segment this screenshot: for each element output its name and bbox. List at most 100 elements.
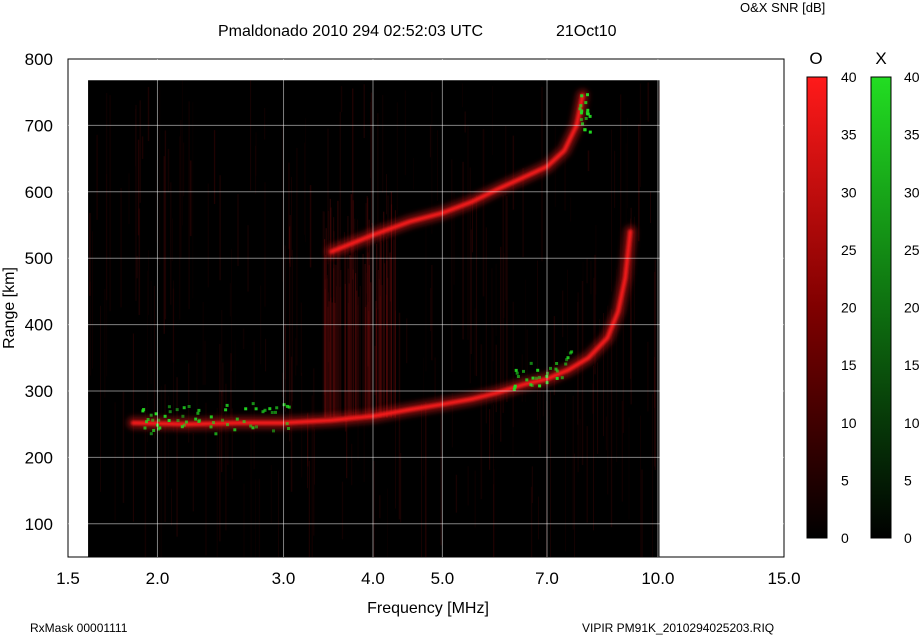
x-echo [555,362,559,365]
colorbar-tick-label: 10 [904,415,920,431]
spread-streak [389,252,391,418]
x-echo [579,111,583,115]
x-echo [549,366,552,370]
noise-streak [120,188,122,308]
noise-streak [106,174,108,377]
x-echo [513,384,517,388]
x-echo [287,405,291,409]
x-echo [194,417,198,421]
noise-streak [467,125,469,340]
noise-streak [167,148,170,193]
noise-streak [586,426,588,523]
trace-line-1 [131,229,633,427]
spread-streak [366,195,368,418]
x-echo [235,417,239,421]
noise-streak [341,481,344,540]
x-echo [515,371,519,375]
noise-streak [579,419,581,458]
noise-streak [462,83,463,108]
spread-streak [348,283,350,418]
colorbar-tick-label: 5 [904,472,912,488]
noise-streak [413,158,414,190]
noise-streak [242,328,245,350]
noise-streak [451,392,453,448]
noise-streak [641,469,643,557]
noise-streak [205,402,207,556]
noise-streak [357,305,359,461]
noise-streak [607,305,609,495]
x-echo [586,108,590,112]
x-echo [565,358,569,362]
noise-streak [278,470,279,557]
noise-streak [467,466,469,506]
noise-streak [389,257,392,302]
noise-streak [188,101,190,310]
noise-streak [188,363,190,443]
spread-streak [329,240,331,418]
noise-streak [464,111,466,133]
x-tick-label: 3.0 [272,569,296,588]
noise-streak [546,400,547,557]
noise-streak [100,305,101,492]
x-tick-label: 2.0 [146,569,170,588]
noise-streak [495,263,497,337]
noise-streak [368,315,370,359]
noise-streak [538,496,539,540]
noise-streak [237,194,239,266]
x-echo [197,419,201,423]
echo-background-streaks [89,80,660,557]
x-echo [525,378,529,382]
y-tick-label: 700 [25,116,53,135]
noise-streak [356,233,358,338]
noise-streak [493,469,495,557]
spread-streak [379,258,381,418]
noise-streak [264,182,266,307]
noise-streak [586,258,588,284]
x-echo [151,418,155,422]
noise-streak [363,423,365,482]
noise-streak [150,281,152,384]
spread-streak [380,235,382,418]
noise-streak [147,270,149,443]
x-echo [251,426,255,430]
x-echo [176,419,180,422]
noise-streak [288,162,290,249]
colorbar-tick-label: 20 [904,300,920,316]
spread-streak [366,304,368,418]
x-echo [554,367,558,371]
y-axis-label: Range [km] [1,267,18,349]
noise-streak [377,113,379,309]
x-echo [175,408,179,412]
noise-streak [493,404,494,557]
spread-streak [383,211,385,418]
spread-streak [333,264,335,418]
x-echo [154,412,158,416]
noise-streak [231,249,232,372]
x-echo [214,432,218,436]
noise-streak [370,102,371,178]
noise-streak [567,269,568,378]
x-echo [244,407,248,411]
spread-streak [369,232,371,418]
noise-streak [505,125,507,301]
noise-streak [139,100,141,203]
spread-streak [347,268,349,418]
spread-streak [324,239,326,418]
x-tick-label: 4.0 [361,569,385,588]
x-axis-label: Frequency [MHz] [367,600,489,617]
noise-streak [96,134,98,220]
noise-streak [135,104,137,301]
colorbar-tick-label: 0 [904,530,912,546]
noise-streak [255,479,256,557]
x-echo [285,422,289,426]
x-echo [209,425,213,429]
noise-streak [221,391,223,473]
noise-streak [654,271,656,467]
spread-streak [322,211,324,418]
noise-streak [255,132,257,176]
x-echo [555,376,559,380]
footer-rxmask: RxMask 00001111 [30,621,128,635]
x-tick-label: 1.5 [56,569,80,588]
x-echo [157,418,161,422]
noise-streak [147,86,150,142]
